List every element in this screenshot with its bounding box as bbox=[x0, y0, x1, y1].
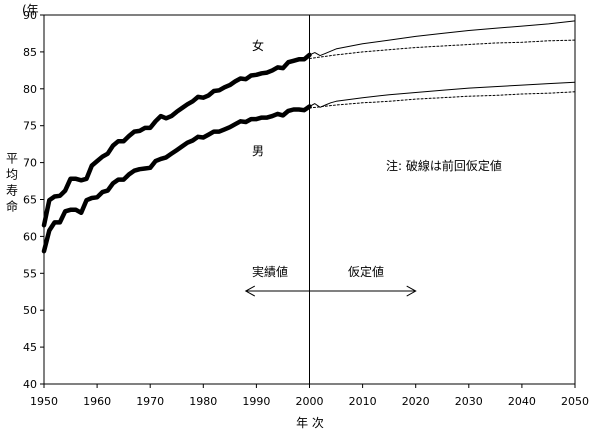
y-tick-label: 50 bbox=[23, 304, 37, 317]
x-tick-label: 1990 bbox=[242, 395, 270, 408]
y-axis-label: 平均寿命 bbox=[6, 152, 18, 214]
y-tick-label: 75 bbox=[23, 120, 37, 133]
y-tick-label: 40 bbox=[23, 378, 37, 391]
series-line-male-actual bbox=[41, 104, 312, 254]
y-tick-label: 90 bbox=[23, 9, 37, 22]
y-tick-label: 70 bbox=[23, 157, 37, 170]
x-tick-label: 2010 bbox=[349, 395, 377, 408]
x-tick-label: 2050 bbox=[561, 395, 589, 408]
actual-label: 実績値 bbox=[252, 264, 288, 279]
x-tick-label: 1980 bbox=[189, 395, 217, 408]
x-tick-label: 1960 bbox=[83, 395, 111, 408]
female-label: 女 bbox=[252, 38, 264, 53]
arrow-head-right bbox=[406, 285, 417, 297]
x-tick-label: 2000 bbox=[296, 395, 324, 408]
x-tick-label: 2030 bbox=[455, 395, 483, 408]
y-tick-label: 60 bbox=[23, 230, 37, 243]
series-line-female-previous bbox=[309, 39, 576, 59]
y-tick-label: 55 bbox=[23, 267, 37, 280]
x-tick-label: 2040 bbox=[508, 395, 536, 408]
y-tick-label: 65 bbox=[23, 194, 37, 207]
series-line-male-previous bbox=[309, 91, 576, 109]
y-tick-label: 80 bbox=[23, 83, 37, 96]
arrow-head-left bbox=[244, 285, 256, 297]
y-tick-label: 45 bbox=[23, 341, 37, 354]
y-unit-label: (年 bbox=[22, 3, 39, 17]
note-text: 注: 破線は前回仮定値 bbox=[386, 158, 502, 173]
x-tick-label: 2020 bbox=[402, 395, 430, 408]
y-tick-label: 85 bbox=[23, 46, 37, 59]
assumed-label: 仮定値 bbox=[348, 264, 384, 279]
series-line-female-actual bbox=[41, 52, 312, 228]
x-tick-label: 1950 bbox=[30, 395, 58, 408]
x-tick-label: 1970 bbox=[136, 395, 164, 408]
x-axis-label: 年 次 bbox=[296, 416, 324, 430]
male-label: 男 bbox=[252, 144, 264, 158]
series-line-female-projection bbox=[309, 20, 576, 57]
